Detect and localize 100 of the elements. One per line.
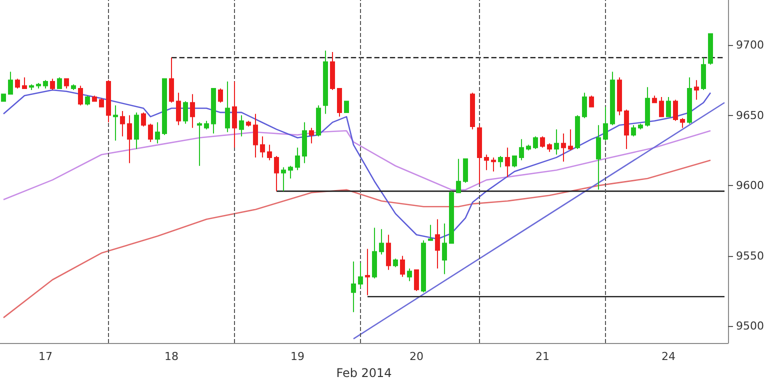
candlestick bbox=[267, 144, 272, 161]
candlestick bbox=[344, 100, 349, 113]
candlestick bbox=[372, 227, 377, 279]
candlestick bbox=[162, 78, 167, 136]
candlestick bbox=[554, 128, 559, 156]
candlestick bbox=[29, 84, 34, 90]
candlestick bbox=[64, 78, 69, 90]
y-tick-label: 9700 bbox=[736, 38, 764, 52]
candlestick bbox=[15, 78, 20, 90]
candlestick bbox=[512, 156, 517, 168]
x-axis-title: Feb 2014 bbox=[336, 366, 392, 380]
line-series bbox=[2, 130, 712, 200]
candlestick bbox=[211, 88, 216, 134]
candlestick bbox=[484, 154, 489, 171]
candlestick bbox=[701, 57, 706, 90]
candlestick bbox=[603, 106, 608, 142]
candlestick bbox=[43, 80, 48, 90]
candlestick bbox=[260, 136, 265, 158]
candlestick bbox=[78, 85, 83, 106]
candlestick bbox=[477, 124, 482, 185]
candlestick bbox=[176, 92, 181, 126]
line-series bbox=[2, 89, 712, 240]
x-tick-label: 24 bbox=[662, 350, 676, 363]
candlestick bbox=[169, 57, 174, 104]
candlestick bbox=[316, 104, 321, 137]
candlestick bbox=[400, 255, 405, 278]
candlestick bbox=[134, 112, 139, 150]
candlestick bbox=[645, 86, 650, 128]
candlestick bbox=[505, 147, 510, 178]
candlestick bbox=[540, 136, 545, 148]
candlestick bbox=[22, 76, 27, 90]
candlestick bbox=[708, 33, 713, 66]
candlestick bbox=[386, 234, 391, 270]
candlestick bbox=[71, 84, 76, 90]
candlestick bbox=[351, 260, 356, 313]
candlestick bbox=[225, 81, 230, 133]
candlestick bbox=[414, 269, 419, 292]
candlestick bbox=[379, 228, 384, 255]
x-tick-label: 19 bbox=[290, 350, 304, 363]
candlestick bbox=[281, 166, 286, 192]
candlestick bbox=[204, 120, 209, 130]
candlestick bbox=[407, 268, 412, 282]
candlestick bbox=[442, 223, 447, 275]
candlestick bbox=[246, 120, 251, 128]
candlestick bbox=[183, 100, 188, 124]
candlestick bbox=[274, 156, 279, 192]
candlestick bbox=[50, 78, 55, 90]
candlestick bbox=[491, 156, 496, 172]
candlestick bbox=[519, 138, 524, 161]
candlestick bbox=[85, 95, 90, 106]
candlestick bbox=[694, 80, 699, 100]
candlestick bbox=[652, 95, 657, 104]
candlestick bbox=[253, 113, 258, 158]
candlestick bbox=[365, 248, 370, 296]
x-tick-label: 21 bbox=[536, 350, 550, 363]
candlestick bbox=[323, 50, 328, 114]
candlestick bbox=[190, 94, 195, 128]
candlestick bbox=[470, 92, 475, 130]
candlestick bbox=[337, 88, 342, 118]
candlestick bbox=[456, 158, 461, 194]
x-tick-label: 20 bbox=[410, 350, 424, 363]
candlestick bbox=[533, 136, 538, 150]
line-series bbox=[2, 160, 712, 318]
candlestick bbox=[428, 224, 433, 241]
candlestick bbox=[582, 92, 587, 119]
y-tick-label: 9600 bbox=[736, 179, 764, 192]
candlestick bbox=[624, 109, 629, 150]
candlestick bbox=[106, 80, 111, 123]
candlestick bbox=[197, 122, 202, 166]
candlestick bbox=[673, 99, 678, 122]
candlestick bbox=[463, 158, 468, 184]
candlestick bbox=[449, 190, 454, 244]
candlestick bbox=[421, 240, 426, 293]
y-tick-label: 9650 bbox=[736, 108, 764, 122]
candlestick bbox=[547, 142, 552, 152]
candlestick bbox=[57, 76, 62, 90]
candlestick bbox=[610, 71, 615, 126]
candlestick bbox=[659, 96, 664, 118]
candlestick bbox=[393, 258, 398, 268]
candlestick bbox=[638, 123, 643, 130]
candlestick bbox=[617, 76, 622, 116]
candlestick bbox=[232, 81, 237, 148]
candlestick bbox=[1, 94, 6, 102]
candlestick bbox=[120, 110, 125, 137]
candlestick bbox=[148, 123, 153, 142]
candlestick bbox=[498, 156, 503, 168]
candlestick bbox=[666, 96, 671, 118]
candlestick bbox=[113, 104, 118, 142]
candlestick bbox=[239, 114, 244, 137]
candlestick bbox=[575, 114, 580, 150]
candlestick bbox=[680, 118, 685, 128]
y-tick-label: 9550 bbox=[736, 249, 764, 262]
candlestick bbox=[127, 114, 132, 164]
candlestick bbox=[302, 122, 307, 164]
candlestick bbox=[218, 88, 223, 104]
x-tick-label: 17 bbox=[38, 350, 52, 363]
x-tick-label: 18 bbox=[164, 350, 178, 363]
candlestick bbox=[92, 95, 97, 102]
candlestick bbox=[358, 262, 363, 289]
candlestick bbox=[99, 98, 104, 108]
